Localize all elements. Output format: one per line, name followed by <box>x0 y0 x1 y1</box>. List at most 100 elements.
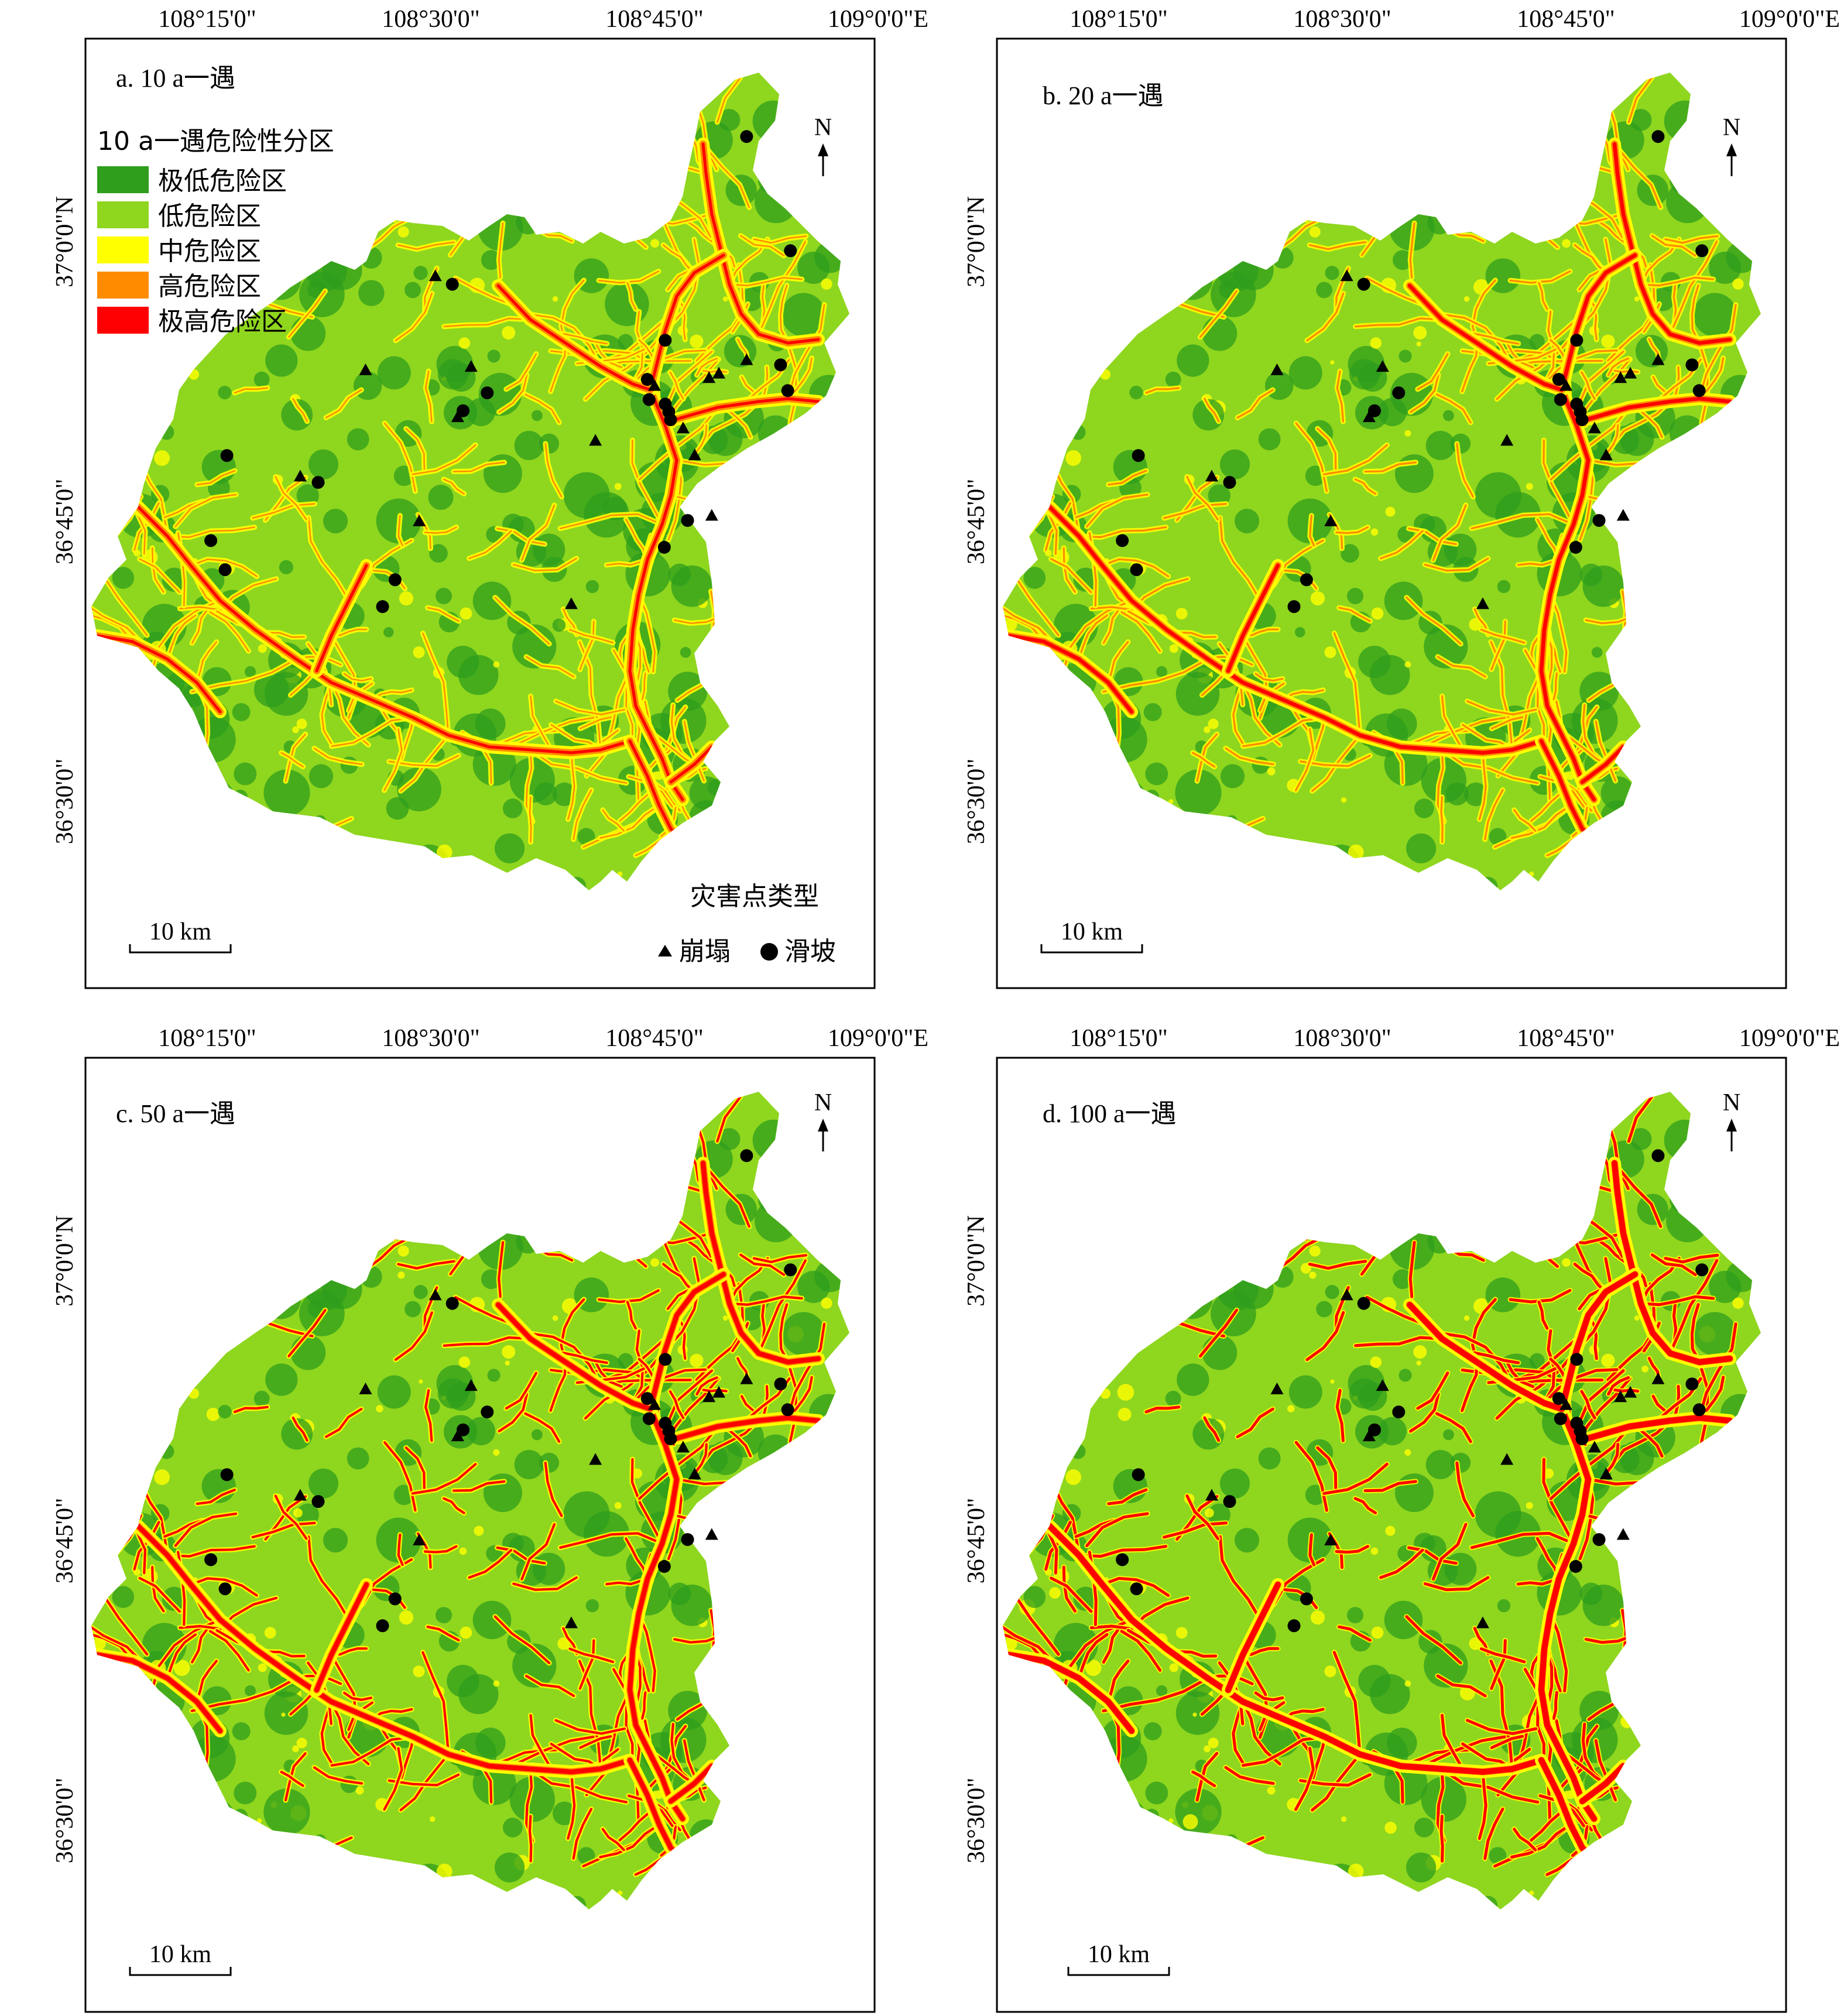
gully <box>1651 235 1696 257</box>
terrain-patch <box>1421 1777 1466 1822</box>
lat-tick-label: 36°45'0" <box>52 1498 78 1584</box>
terrain-patch <box>1348 844 1364 860</box>
lon-tick-label: 108°30'0" <box>382 1025 480 1052</box>
terrain-patch <box>405 1301 421 1318</box>
gully <box>1473 332 1520 345</box>
gully <box>786 1322 826 1420</box>
legend-label: 极低危险区 <box>158 166 287 196</box>
terrain-patch <box>1208 1737 1219 1748</box>
gully <box>496 1546 546 1565</box>
gully <box>694 1443 708 1475</box>
terrain-patch <box>505 1360 510 1366</box>
river-channel <box>1559 253 1637 392</box>
landslide-point <box>481 1405 494 1419</box>
terrain-patch <box>722 296 728 302</box>
gully <box>1478 1770 1487 1840</box>
gully <box>505 353 537 390</box>
terrain-patch <box>1316 282 1332 299</box>
gully <box>1668 1259 1719 1355</box>
terrain-patch <box>1463 296 1470 302</box>
gully <box>1543 1368 1619 1405</box>
gully <box>426 1626 460 1642</box>
collapse-point <box>712 1386 726 1398</box>
terrain-patch <box>1202 1335 1238 1370</box>
gully <box>641 673 646 700</box>
landslide-point <box>1592 514 1606 527</box>
terrain-patch <box>502 798 523 818</box>
gully <box>739 1253 786 1276</box>
gully <box>1538 282 1548 310</box>
lon-tick-label: 108°30'0" <box>1293 1025 1391 1052</box>
collapse-point <box>688 1468 701 1480</box>
panel-label: a. 10 a一遇 <box>116 64 235 92</box>
gully <box>1691 284 1701 344</box>
gully <box>1309 515 1315 547</box>
terrain-patch <box>1370 337 1382 349</box>
terrain-patch <box>552 1315 558 1321</box>
river-channel <box>1612 1160 1733 1365</box>
gully <box>1435 1412 1472 1444</box>
terrain-patch <box>671 1584 713 1626</box>
collapse-point <box>1616 1528 1630 1540</box>
gully <box>669 1390 685 1420</box>
collapse-point <box>464 360 478 372</box>
collapse-point <box>429 1288 442 1301</box>
gully <box>324 1408 363 1438</box>
terrain-patch <box>671 565 713 607</box>
landslide-point <box>204 534 218 547</box>
gully <box>1573 1263 1607 1294</box>
terrain-patch <box>1310 591 1325 606</box>
panel-label: b. 20 a一遇 <box>1043 81 1164 110</box>
landslide-point <box>1300 573 1313 587</box>
terrain-patch <box>1258 1447 1281 1470</box>
terrain-patch <box>281 1418 313 1450</box>
axis-labels: 108°15'0" 108°30'0" 108°45'0" 109°0'0"E 37°0… <box>963 6 1840 844</box>
collapse-point <box>1559 1398 1572 1410</box>
panel-label: c. 50 a一遇 <box>116 1099 235 1128</box>
terrain-patch <box>1129 386 1143 400</box>
terrain-patch <box>1399 349 1412 363</box>
terrain-patch <box>1582 1584 1624 1626</box>
gully <box>1354 317 1443 328</box>
gully <box>521 504 556 561</box>
gully <box>166 615 197 660</box>
terrain-patch <box>1341 544 1359 563</box>
terrain-patch <box>1709 1270 1742 1303</box>
collapse-point <box>1616 509 1630 521</box>
terrain-patch <box>1732 278 1744 290</box>
gully <box>1690 1303 1701 1364</box>
river-channel <box>649 253 725 392</box>
gully <box>275 476 307 520</box>
gully <box>705 1167 750 1228</box>
gully <box>1254 1691 1284 1702</box>
terrain-patch <box>1073 567 1098 592</box>
terrain-patch <box>1582 565 1624 607</box>
landslide-point <box>1651 130 1665 143</box>
terrain-patch <box>502 325 516 340</box>
gully <box>1613 369 1639 373</box>
gully <box>1617 148 1662 208</box>
gully <box>421 1651 450 1756</box>
river-channel <box>314 1582 369 1693</box>
terrain-patch <box>1404 1680 1411 1687</box>
collapse-point <box>1376 1379 1389 1391</box>
gully <box>405 427 426 470</box>
gully <box>1409 222 1415 279</box>
river-channel <box>700 1160 821 1365</box>
terrain-patch <box>1526 1502 1533 1510</box>
river-channel <box>1226 563 1280 673</box>
terrain-patch <box>534 782 557 805</box>
gully <box>1323 444 1389 475</box>
terrain-patch <box>1316 1301 1332 1318</box>
terrain-patch <box>474 1525 484 1536</box>
gully <box>452 1480 506 1492</box>
terrain-patch <box>264 1627 276 1639</box>
terrain-patch <box>1156 1685 1168 1697</box>
terrain-patch <box>821 278 832 290</box>
gully <box>1424 557 1489 572</box>
scale-bar-label: 10 km <box>149 918 212 945</box>
gully <box>1120 1630 1162 1672</box>
gully <box>1490 1639 1507 1691</box>
lon-tick-label: 108°15'0" <box>158 1025 256 1052</box>
terrain-patch <box>173 1660 190 1676</box>
